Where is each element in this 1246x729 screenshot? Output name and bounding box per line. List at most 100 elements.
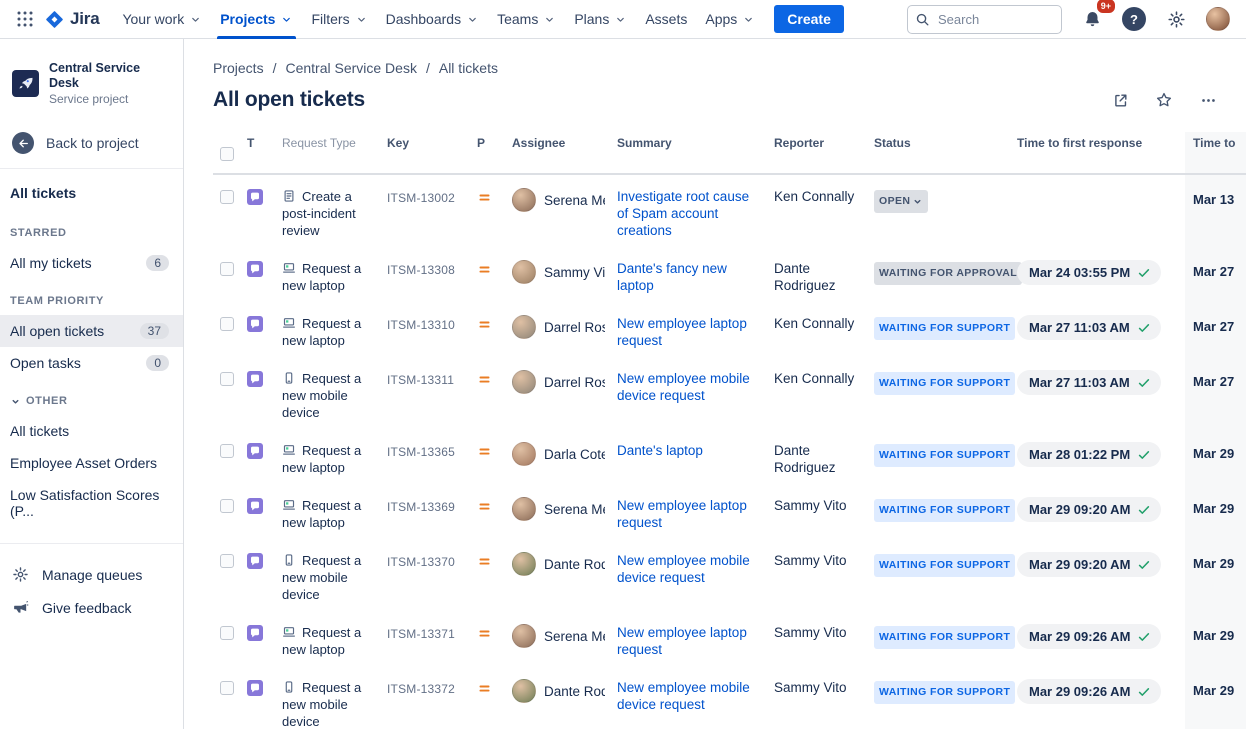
sidebar-item-manage-queues[interactable]: Manage queues — [0, 558, 183, 591]
app-switcher-icon[interactable] — [10, 4, 40, 34]
summary-link[interactable]: New employee laptop request — [617, 625, 747, 657]
nav-item-plans[interactable]: Plans — [565, 0, 636, 39]
table-row[interactable]: Request a new mobile device ITSM-13372 Dan… — [213, 666, 1246, 729]
sidebar-item-all-tickets[interactable]: All tickets — [10, 423, 70, 439]
assignee-avatar[interactable] — [512, 679, 536, 703]
nav-item-dashboards[interactable]: Dashboards — [377, 0, 489, 39]
breadcrumb-item[interactable]: All tickets — [438, 60, 498, 76]
column-header-t[interactable]: T — [247, 136, 255, 150]
row-checkbox[interactable] — [220, 444, 234, 458]
assignee-avatar[interactable] — [512, 188, 536, 212]
summary-link[interactable]: New employee mobile device request — [617, 553, 750, 585]
issue-key[interactable]: ITSM-13308 — [387, 263, 456, 277]
nav-item-assets[interactable]: Assets — [645, 11, 688, 27]
column-header-p[interactable]: P — [477, 136, 486, 150]
column-header-assignee[interactable]: Assignee — [512, 136, 566, 150]
issue-key[interactable]: ITSM-13311 — [387, 373, 455, 387]
sidebar-item-all-open-tickets[interactable]: All open tickets 37 — [0, 315, 183, 347]
user-avatar[interactable] — [1206, 7, 1230, 31]
sidebar-item-employee-asset-orders[interactable]: Employee Asset Orders — [10, 455, 158, 471]
nav-item-projects[interactable]: Projects — [211, 0, 302, 39]
summary-link[interactable]: New employee mobile device request — [617, 371, 750, 403]
assignee-avatar[interactable] — [512, 497, 536, 521]
assignee-avatar[interactable] — [512, 370, 536, 394]
summary-link[interactable]: New employee laptop request — [617, 498, 747, 530]
column-header-reporter[interactable]: Reporter — [774, 136, 825, 150]
column-header-time-to-first-response[interactable]: Time to first response — [1017, 136, 1143, 150]
sidebar-item-open-tasks[interactable]: Open tasks 0 — [0, 347, 183, 379]
summary-link[interactable]: Dante's laptop — [617, 443, 703, 458]
summary-link[interactable]: Dante's fancy new laptop — [617, 261, 727, 293]
sidebar-item-give-feedback[interactable]: Give feedback — [0, 591, 183, 624]
row-checkbox[interactable] — [220, 372, 234, 386]
status-lozenge[interactable]: WAITING FOR SUPPORT — [874, 499, 1016, 522]
table-row[interactable]: Request a new laptop ITSM-13308 Sammy Vito… — [213, 247, 1246, 302]
issue-key[interactable]: ITSM-13371 — [387, 627, 456, 641]
sidebar-section-label[interactable]: OTHER — [0, 379, 183, 415]
status-lozenge[interactable]: WAITING FOR SUPPORT — [874, 626, 1016, 649]
jira-logo[interactable]: Jira — [44, 9, 100, 30]
row-checkbox[interactable] — [220, 190, 234, 204]
help-icon[interactable]: ? — [1122, 7, 1146, 31]
column-header-request-type[interactable]: Request Type — [282, 136, 356, 150]
export-open-in-new-icon[interactable] — [1105, 85, 1135, 115]
column-header-status[interactable]: Status — [874, 136, 911, 150]
assignee-avatar[interactable] — [512, 624, 536, 648]
star-icon[interactable] — [1149, 85, 1179, 115]
divider — [0, 168, 183, 169]
column-header-summary[interactable]: Summary — [617, 136, 672, 150]
primary-nav: Your work Projects Filters Dashboards Teams P… — [113, 0, 764, 39]
table-row[interactable]: Request a new mobile device ITSM-13370 Dan… — [213, 539, 1246, 611]
row-checkbox[interactable] — [220, 317, 234, 331]
back-to-project[interactable]: Back to project — [0, 126, 183, 160]
table-row[interactable]: Request a new laptop ITSM-13310 Darrel Ros… — [213, 302, 1246, 357]
table-row[interactable]: Request a new mobile device ITSM-13311 Dar… — [213, 357, 1246, 429]
status-lozenge[interactable]: OPEN — [874, 190, 929, 213]
project-type: Service project — [49, 92, 129, 106]
status-lozenge[interactable]: WAITING FOR SUPPORT — [874, 444, 1016, 467]
row-checkbox[interactable] — [220, 626, 234, 640]
issue-key[interactable]: ITSM-13002 — [387, 191, 456, 205]
status-lozenge[interactable]: WAITING FOR SUPPORT — [874, 372, 1016, 395]
assignee-avatar[interactable] — [512, 442, 536, 466]
more-options-icon[interactable] — [1193, 85, 1223, 115]
notifications-button[interactable]: 9+ — [1077, 0, 1117, 34]
status-lozenge[interactable]: WAITING FOR APPROVAL — [874, 262, 1023, 285]
assignee-avatar[interactable] — [512, 315, 536, 339]
assignee-avatar[interactable] — [512, 552, 536, 576]
issue-key[interactable]: ITSM-13372 — [387, 682, 456, 696]
summary-link[interactable]: New employee laptop request — [617, 316, 747, 348]
row-checkbox[interactable] — [220, 262, 234, 276]
table-row[interactable]: Request a new laptop ITSM-13365 Darla Cote… — [213, 429, 1246, 484]
nav-item-apps[interactable]: Apps — [696, 0, 764, 39]
table-row[interactable]: Request a new laptop ITSM-13371 Serena Meh… — [213, 611, 1246, 666]
create-button[interactable]: Create — [774, 5, 844, 33]
status-lozenge[interactable]: WAITING FOR SUPPORT — [874, 554, 1016, 577]
column-header-time-to[interactable]: Time to — [1185, 132, 1246, 173]
settings-gear-icon[interactable] — [1161, 4, 1191, 34]
nav-item-filters[interactable]: Filters — [302, 0, 376, 39]
sidebar-item-all-my-tickets[interactable]: All my tickets 6 — [0, 247, 183, 279]
nav-item-your-work[interactable]: Your work — [113, 0, 211, 39]
status-lozenge[interactable]: WAITING FOR SUPPORT — [874, 317, 1016, 340]
assignee-avatar[interactable] — [512, 260, 536, 284]
row-checkbox[interactable] — [220, 499, 234, 513]
issue-key[interactable]: ITSM-13370 — [387, 555, 456, 569]
summary-link[interactable]: Investigate root cause of Spam account c… — [617, 189, 750, 238]
status-lozenge[interactable]: WAITING FOR SUPPORT — [874, 681, 1016, 704]
sidebar-item-low-satisfaction-scores-p[interactable]: Low Satisfaction Scores (P... — [10, 487, 160, 519]
column-header-key[interactable]: Key — [387, 136, 410, 150]
row-checkbox[interactable] — [220, 681, 234, 695]
row-checkbox[interactable] — [220, 554, 234, 568]
issue-key[interactable]: ITSM-13365 — [387, 445, 456, 459]
table-row[interactable]: Create a post-incident review ITSM-13002 S… — [213, 175, 1246, 247]
select-all-checkbox[interactable] — [220, 147, 234, 161]
summary-link[interactable]: New employee mobile device request — [617, 680, 750, 712]
table-row[interactable]: Request a new laptop ITSM-13369 Serena Meh… — [213, 484, 1246, 539]
nav-item-teams[interactable]: Teams — [488, 0, 565, 39]
breadcrumb-item[interactable]: Central Service Desk — [285, 60, 417, 76]
issue-key[interactable]: ITSM-13310 — [387, 318, 456, 332]
breadcrumb-item[interactable]: Projects — [213, 60, 264, 76]
issue-key[interactable]: ITSM-13369 — [387, 500, 456, 514]
search-input[interactable] — [907, 4, 1062, 34]
